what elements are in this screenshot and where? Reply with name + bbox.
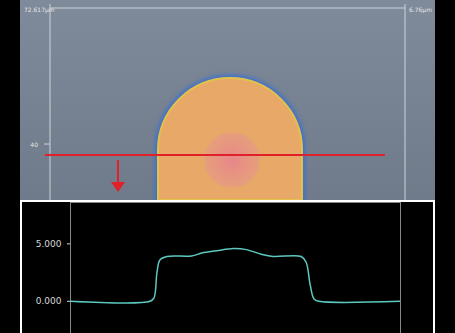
- svg-text:72.617µm: 72.617µm: [24, 6, 55, 14]
- svg-text:6.76µm: 6.76µm: [409, 6, 432, 14]
- svg-text:0.000: 0.000: [36, 296, 62, 306]
- svg-text:40: 40: [30, 141, 38, 148]
- svg-text:5.000: 5.000: [36, 239, 62, 249]
